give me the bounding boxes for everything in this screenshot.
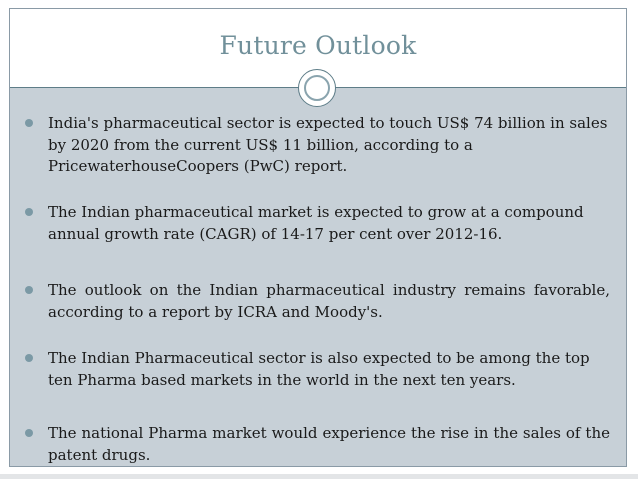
slide-title: Future Outlook: [219, 31, 417, 60]
bottom-bar: [0, 474, 638, 479]
bullet-text: The outlook on the Indian pharmaceutical…: [48, 281, 610, 321]
circle-ornament-inner: [304, 75, 330, 101]
slide-frame: [9, 8, 627, 467]
bullet-dot-icon: [25, 354, 33, 362]
bullet-dot-icon: [25, 119, 33, 127]
bullet-dot-icon: [25, 208, 33, 216]
bullet-text: The Indian Pharmaceutical sector is also…: [48, 349, 590, 389]
circle-ornament-icon: [298, 69, 336, 107]
bullet-item: The national Pharma market would experie…: [25, 423, 610, 466]
bullet-text: The national Pharma market would experie…: [48, 424, 610, 464]
bullet-item: The Indian Pharmaceutical sector is also…: [25, 348, 610, 391]
bullet-item: The Indian pharmaceutical market is expe…: [25, 202, 610, 245]
content-area: [10, 88, 626, 466]
bullet-dot-icon: [25, 286, 33, 294]
bullet-item: India's pharmaceutical sector is expecte…: [25, 113, 610, 178]
bullet-text: India's pharmaceutical sector is expecte…: [48, 114, 608, 175]
bullet-text: The Indian pharmaceutical market is expe…: [48, 203, 584, 243]
bullet-item: The outlook on the Indian pharmaceutical…: [25, 280, 610, 323]
bullet-dot-icon: [25, 429, 33, 437]
